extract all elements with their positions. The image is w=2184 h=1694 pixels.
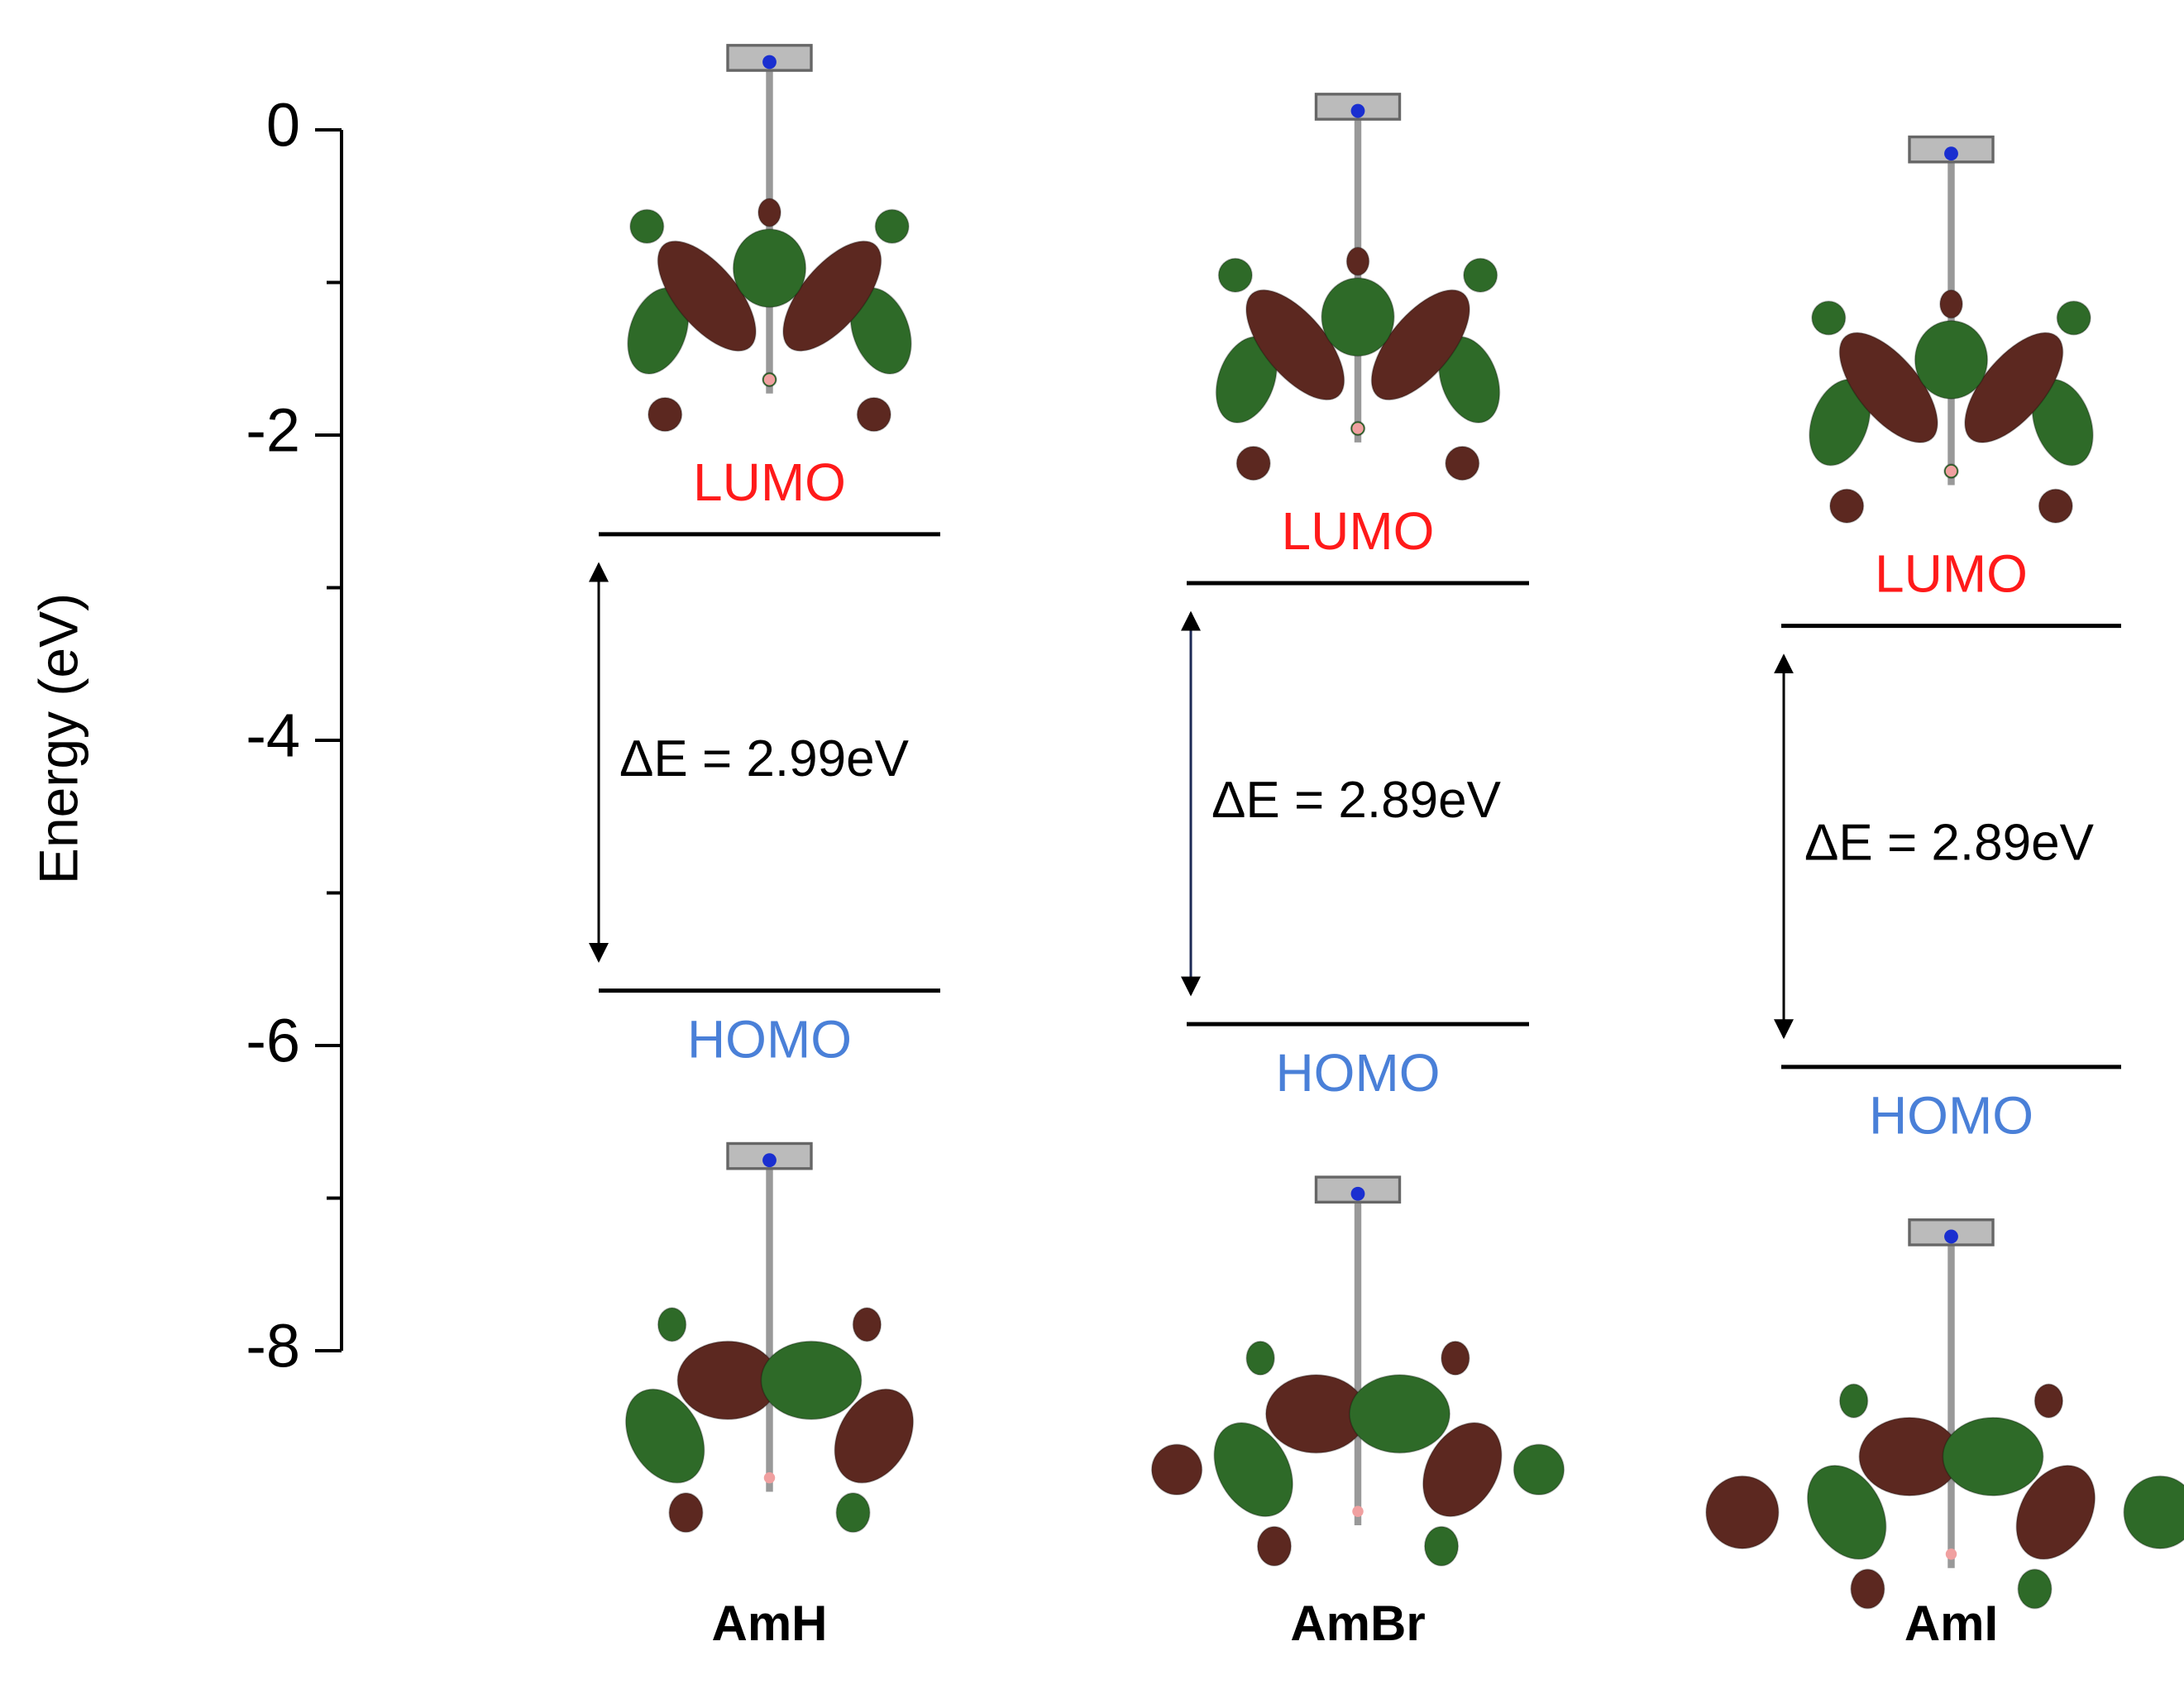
- orbital-lobe: [1422, 1422, 1503, 1518]
- orbital-lobe: [1256, 1525, 1293, 1567]
- orbital-lobe: [1217, 257, 1253, 293]
- orbital-lobe: [1811, 300, 1847, 336]
- compound-label: AmH: [711, 1596, 827, 1651]
- orbital-lobe: [2038, 488, 2073, 524]
- orbital-lobe: [1964, 332, 2064, 443]
- orbital-lobe: [648, 397, 683, 433]
- orbital-lobe: [1806, 1464, 1887, 1560]
- orbital-lobe: [1838, 332, 1938, 443]
- orbital-lobe: [1321, 277, 1395, 357]
- gap-label: ΔE = 2.99eV: [619, 730, 910, 787]
- molecule-orbital: [1215, 93, 1501, 481]
- orbital-lobe: [1245, 289, 1345, 401]
- molecule-orbital: [624, 1141, 915, 1534]
- molecule-atom: [1945, 465, 1957, 477]
- molecule-orbital: [627, 44, 912, 433]
- molecule-orbital: [1809, 135, 2094, 524]
- orbital-lobe: [657, 1307, 687, 1342]
- molecule-orbital: [1705, 1218, 2184, 1610]
- orbital-lobe: [1213, 1422, 1293, 1518]
- molecule-atom: [763, 1471, 776, 1484]
- y-tick-label: -2: [246, 396, 300, 465]
- orbital-lobe: [1914, 319, 1989, 400]
- y-tick-label: -6: [246, 1007, 300, 1075]
- orbital-lobe: [1445, 446, 1480, 481]
- orbital-lobe: [1423, 1525, 1460, 1567]
- orbital-lobe: [2056, 300, 2091, 336]
- molecule-atom: [1944, 1229, 1958, 1244]
- orbital-lobe: [1829, 488, 1865, 524]
- orbital-lobe: [856, 397, 891, 433]
- orbital-lobe: [1245, 1340, 1275, 1376]
- orbital-lobe: [668, 1492, 704, 1534]
- orbital-lobe: [1513, 1443, 1565, 1495]
- gap-label: ΔE = 2.89eV: [1804, 815, 2095, 872]
- molecule-atom: [1350, 103, 1365, 118]
- compound-label: AmI: [1904, 1596, 1998, 1651]
- orbital-lobe: [760, 1340, 863, 1420]
- orbital-lobe: [1235, 446, 1271, 481]
- lumo-label: LUMO: [1282, 501, 1435, 561]
- orbital-lobe: [657, 240, 757, 352]
- orbital-lobe: [1939, 289, 1963, 319]
- orbital-lobe: [1370, 289, 1470, 401]
- orbital-lobe: [1850, 1568, 1885, 1610]
- y-tick-label: -8: [246, 1312, 300, 1381]
- molecule-atom: [1352, 1505, 1364, 1517]
- orbital-lobe: [1150, 1443, 1203, 1495]
- orbital-lobe: [1463, 257, 1498, 293]
- molecule-orbital: [1150, 1175, 1565, 1567]
- orbital-lobe: [1349, 1374, 1450, 1454]
- lumo-label: LUMO: [693, 452, 846, 512]
- orbital-lobe: [624, 1388, 705, 1484]
- molecule-atom: [1944, 146, 1958, 161]
- orbital-lobe: [874, 208, 910, 244]
- orbital-lobe: [852, 1307, 882, 1342]
- orbital-lobe: [1838, 1383, 1869, 1419]
- orbital-lobe: [757, 198, 781, 227]
- lumo-label: LUMO: [1875, 544, 2028, 604]
- y-tick-label: -4: [246, 701, 300, 770]
- orbital-lobe: [2017, 1568, 2053, 1610]
- orbital-lobe: [1441, 1340, 1470, 1376]
- orbital-lobe: [2033, 1383, 2064, 1419]
- homo-label: HOMO: [687, 1009, 852, 1069]
- homo-label: HOMO: [1275, 1043, 1440, 1103]
- orbital-lobe: [782, 240, 882, 352]
- molecule-atom: [1945, 1548, 1957, 1560]
- orbital-lobe: [1705, 1475, 1780, 1549]
- molecule-atom: [762, 55, 777, 69]
- orbital-lobe: [1942, 1416, 2044, 1496]
- orbital-lobe: [834, 1388, 915, 1484]
- molecule-atom: [763, 374, 776, 385]
- orbital-lobe: [2015, 1464, 2096, 1560]
- y-tick-label: 0: [266, 91, 300, 160]
- orbital-lobe: [629, 208, 665, 244]
- y-axis-label: Energy (eV): [27, 593, 88, 884]
- homo-label: HOMO: [1869, 1086, 2033, 1146]
- orbital-lobe: [835, 1492, 871, 1534]
- compound-label: AmBr: [1290, 1596, 1425, 1651]
- gap-label: ΔE = 2.89eV: [1211, 772, 1502, 829]
- orbital-lobe: [1345, 246, 1370, 276]
- orbital-lobe: [2123, 1475, 2184, 1549]
- molecule-atom: [1350, 1186, 1365, 1201]
- molecule-atom: [762, 1153, 777, 1168]
- orbital-lobe: [732, 228, 807, 309]
- molecule-atom: [1352, 423, 1364, 434]
